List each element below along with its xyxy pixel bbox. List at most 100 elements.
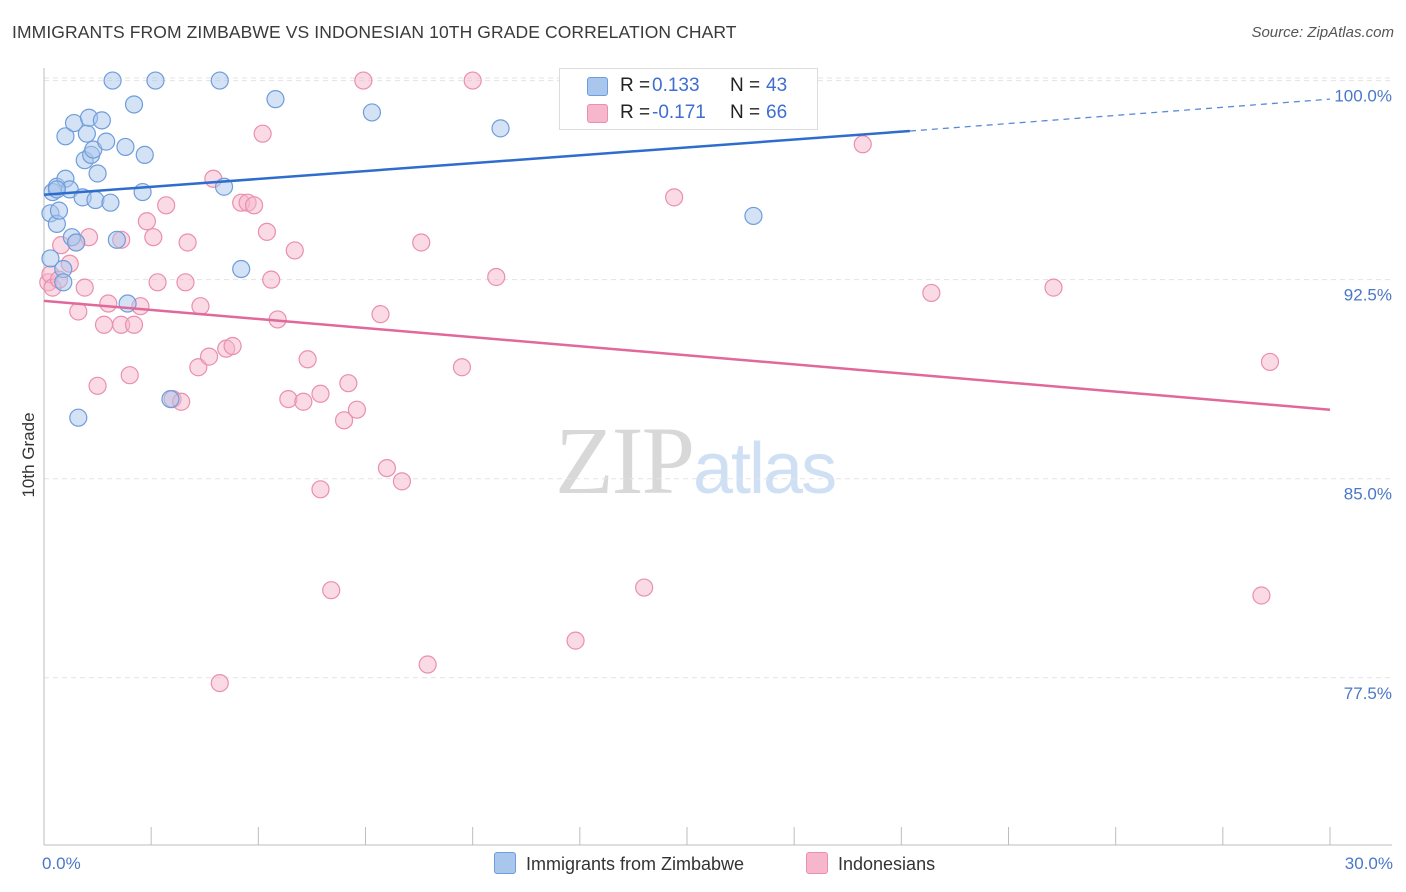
indonesians-point [418, 655, 437, 674]
zimbabwe-point [491, 119, 510, 138]
zimbabwe-point [92, 111, 111, 130]
indonesians-point [334, 411, 354, 430]
indonesians-point [94, 315, 114, 334]
indonesians-point [452, 358, 472, 377]
indonesians-point [922, 283, 941, 303]
indonesians-point [665, 188, 684, 207]
legend-row-zimbabwe: R = 0.133 N = 43 [560, 73, 817, 99]
zimbabwe-point [210, 71, 229, 90]
trend-lines [43, 98, 1331, 411]
zimbabwe-point [56, 127, 75, 146]
indonesians-point [279, 389, 298, 409]
x-tick-label: 30.0% [1345, 854, 1393, 873]
zimbabwe-point [54, 273, 73, 292]
indonesians-point [210, 673, 229, 693]
watermark-atlas: atlas [693, 429, 837, 509]
indonesians-point [487, 267, 506, 287]
zimbabwe-point [161, 389, 180, 409]
zimbabwe-trend-extension [909, 98, 1331, 132]
zimbabwe-point [103, 71, 122, 90]
legend-swatch-zimbabwe [587, 77, 608, 96]
legend-swatch-indonesians [587, 104, 608, 123]
indonesians-point [635, 578, 654, 597]
indonesians-point [322, 581, 341, 600]
indonesians-points [39, 71, 1280, 693]
legend-n-value: 66 [766, 102, 788, 123]
indonesians-point [176, 273, 195, 292]
indonesians-point [294, 392, 313, 411]
zimbabwe-point [744, 206, 763, 226]
legend-r-label: R = [620, 102, 651, 123]
legend-n-value: 43 [766, 75, 788, 96]
y-axis-label: 10th Grade [19, 412, 38, 497]
indonesians-trend-line [43, 299, 1331, 411]
indonesians-point [371, 305, 390, 324]
indonesians-point [311, 480, 330, 499]
bottom-legend-indonesians[interactable]: Indonesians [806, 852, 935, 875]
legend-n-label: N = [730, 102, 761, 123]
indonesians-point [347, 400, 367, 419]
indonesians-point [124, 315, 144, 334]
zimbabwe-point [232, 259, 251, 279]
legend-row-indonesians: R = -0.171 N = 66 [560, 100, 817, 126]
zimbabwe-point [107, 230, 126, 249]
indonesians-point [262, 270, 281, 289]
legend-r-value: -0.171 [652, 102, 706, 123]
x-tick-label: 0.0% [42, 854, 81, 873]
zimbabwe-point [88, 164, 107, 183]
zimbabwe-point [77, 124, 96, 143]
tick-labels: 77.5% 85.0% 92.5% 100.0% 0.0% 30.0% [42, 87, 1393, 873]
indonesians-point [339, 374, 358, 393]
legend-swatch-indonesians [806, 852, 828, 874]
legend-label-zimbabwe: Immigrants from Zimbabwe [526, 854, 745, 874]
indonesians-point [285, 241, 304, 260]
zimbabwe-point [101, 193, 120, 212]
zimbabwe-trend-line [43, 129, 910, 196]
indonesians-point [178, 233, 197, 252]
indonesians-point [354, 71, 373, 90]
y-tick-label: 92.5% [1344, 286, 1392, 305]
indonesians-point [137, 212, 156, 231]
indonesians-point [120, 366, 139, 385]
zimbabwe-point [69, 408, 88, 427]
indonesians-point [463, 71, 482, 90]
y-tick-label: 100.0% [1334, 87, 1392, 106]
indonesians-point [298, 350, 317, 369]
zimbabwe-point [41, 249, 60, 268]
indonesians-point [223, 336, 242, 356]
y-tick-label: 77.5% [1344, 684, 1392, 703]
zimbabwe-point [266, 90, 285, 109]
indonesians-point [75, 278, 94, 297]
indonesians-point [311, 384, 330, 403]
indonesians-point [244, 196, 264, 215]
indonesians-point [392, 472, 412, 491]
indonesians-point [148, 273, 167, 292]
indonesians-point [257, 222, 277, 241]
legend-n-label: N = [730, 75, 761, 96]
indonesians-point [412, 233, 431, 252]
watermark: ZIPatlas [555, 405, 837, 516]
zimbabwe-point [97, 132, 116, 151]
zimbabwe-point [362, 103, 382, 122]
zimbabwe-point [146, 71, 165, 90]
indonesians-point [88, 376, 107, 395]
legend-r-label: R = [620, 75, 651, 96]
bottom-legend-zimbabwe[interactable]: Immigrants from Zimbabwe [494, 852, 744, 875]
indonesians-point [1260, 352, 1280, 372]
indonesians-point [69, 302, 88, 321]
indonesians-point [99, 294, 118, 313]
zimbabwe-point [135, 145, 154, 164]
indonesians-point [199, 347, 219, 366]
indonesians-point [253, 124, 272, 143]
watermark-zip: ZIP [555, 407, 695, 514]
legend-r-value: 0.133 [652, 75, 700, 96]
zimbabwe-point [86, 190, 105, 210]
chart-title: IMMIGRANTS FROM ZIMBABWE VS INDONESIAN 1… [12, 22, 737, 42]
zimbabwe-point [124, 95, 144, 114]
indonesians-point [1044, 278, 1063, 297]
indonesians-point [157, 196, 176, 215]
grid-lines [44, 77, 1392, 679]
source-credit: Source: ZipAtlas.com [1251, 24, 1394, 41]
axes [43, 68, 1392, 846]
